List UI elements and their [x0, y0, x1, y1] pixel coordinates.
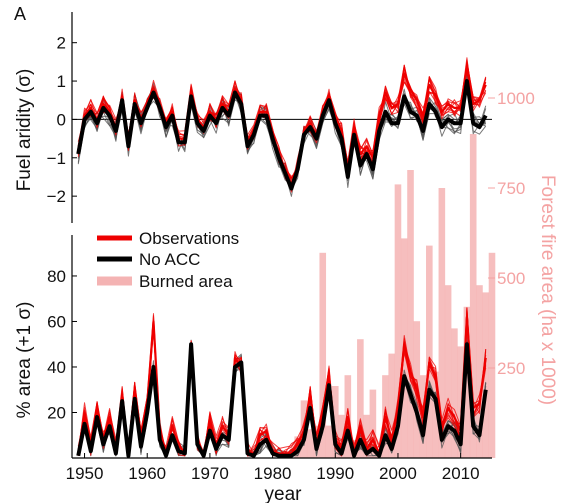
top-y-tick-label: 2 — [57, 34, 66, 53]
burned-area-bar — [426, 245, 433, 458]
burned-area-bar — [357, 339, 364, 458]
burned-area-bar — [469, 134, 477, 458]
legend: Observations No ACC Burned area — [97, 229, 239, 291]
x-tick-label: 1970 — [191, 464, 229, 483]
burned-area-bar — [325, 425, 333, 458]
right-y-tick-label: 1000 — [497, 89, 535, 108]
top-y-tick-label: −1 — [47, 149, 66, 168]
legend-label-no-acc: No ACC — [139, 250, 200, 269]
burned-area-bar — [444, 285, 452, 458]
burned-area-bar — [463, 306, 471, 458]
burned-area-bar — [482, 292, 490, 458]
no-acc-ensemble-line — [77, 81, 486, 191]
right-y-tick-label: 250 — [497, 359, 525, 378]
burned-area-bar — [394, 184, 402, 458]
x-tick-label: 1960 — [128, 464, 166, 483]
burned-area-bar — [331, 386, 339, 458]
legend-label-burned-area: Burned area — [139, 272, 233, 291]
burned-area-bar — [438, 188, 446, 458]
burned-area-bar — [407, 170, 414, 458]
top-ylabel: Fuel aridity (σ) — [14, 69, 35, 192]
burned-area-bar — [388, 353, 396, 458]
top-panel-lines — [72, 57, 492, 197]
right-y-tick-label: 500 — [497, 269, 525, 288]
bottom-y-tick-label: 40 — [47, 358, 66, 377]
top-y-tick-label: 1 — [57, 72, 66, 91]
burned-area-bar — [369, 389, 377, 458]
burned-area-bar — [476, 285, 483, 458]
burned-area-bar — [488, 252, 496, 458]
x-tick-label: 2000 — [379, 464, 417, 483]
right-axis-label: Forest fire area (ha x 1000) — [537, 175, 558, 405]
burned-area-bar — [457, 346, 464, 458]
no-acc-ensemble-line — [77, 81, 487, 191]
x-tick-label: 1950 — [66, 464, 104, 483]
burned-area-bar — [363, 414, 370, 458]
x-axis-label: year — [265, 484, 303, 503]
legend-label-observations: Observations — [139, 229, 239, 248]
panel-label: A — [14, 4, 26, 24]
burned-area-bars — [294, 134, 496, 458]
top-y-tick-label: −2 — [47, 187, 66, 206]
burned-area-bar — [338, 414, 345, 458]
burned-area-bar — [432, 371, 439, 458]
right-y-tick-label: 750 — [497, 179, 525, 198]
bottom-y-tick-label: 20 — [47, 403, 66, 422]
bottom-y-tick-label: 60 — [47, 312, 66, 331]
no-acc-ensemble-line — [77, 74, 487, 197]
x-tick-label: 1980 — [254, 464, 292, 483]
burned-area-bar — [306, 429, 314, 458]
axes: −2 −1 0 1 2 20 40 60 80 1950 1960 1970 1980 1990 2000 2… — [47, 12, 535, 483]
no-acc-line — [76, 79, 488, 191]
bottom-panel-lines — [76, 307, 488, 458]
burned-area-bar — [451, 328, 458, 458]
x-tick-label: 1990 — [316, 464, 354, 483]
no-acc-line — [76, 342, 488, 458]
x-tick-label: 2010 — [442, 464, 480, 483]
top-y-tick-label: 0 — [57, 110, 66, 129]
bottom-ylabel: % area (+1 σ) — [14, 302, 35, 419]
burned-area-bar — [319, 252, 327, 458]
bottom-y-tick-label: 80 — [47, 267, 66, 286]
